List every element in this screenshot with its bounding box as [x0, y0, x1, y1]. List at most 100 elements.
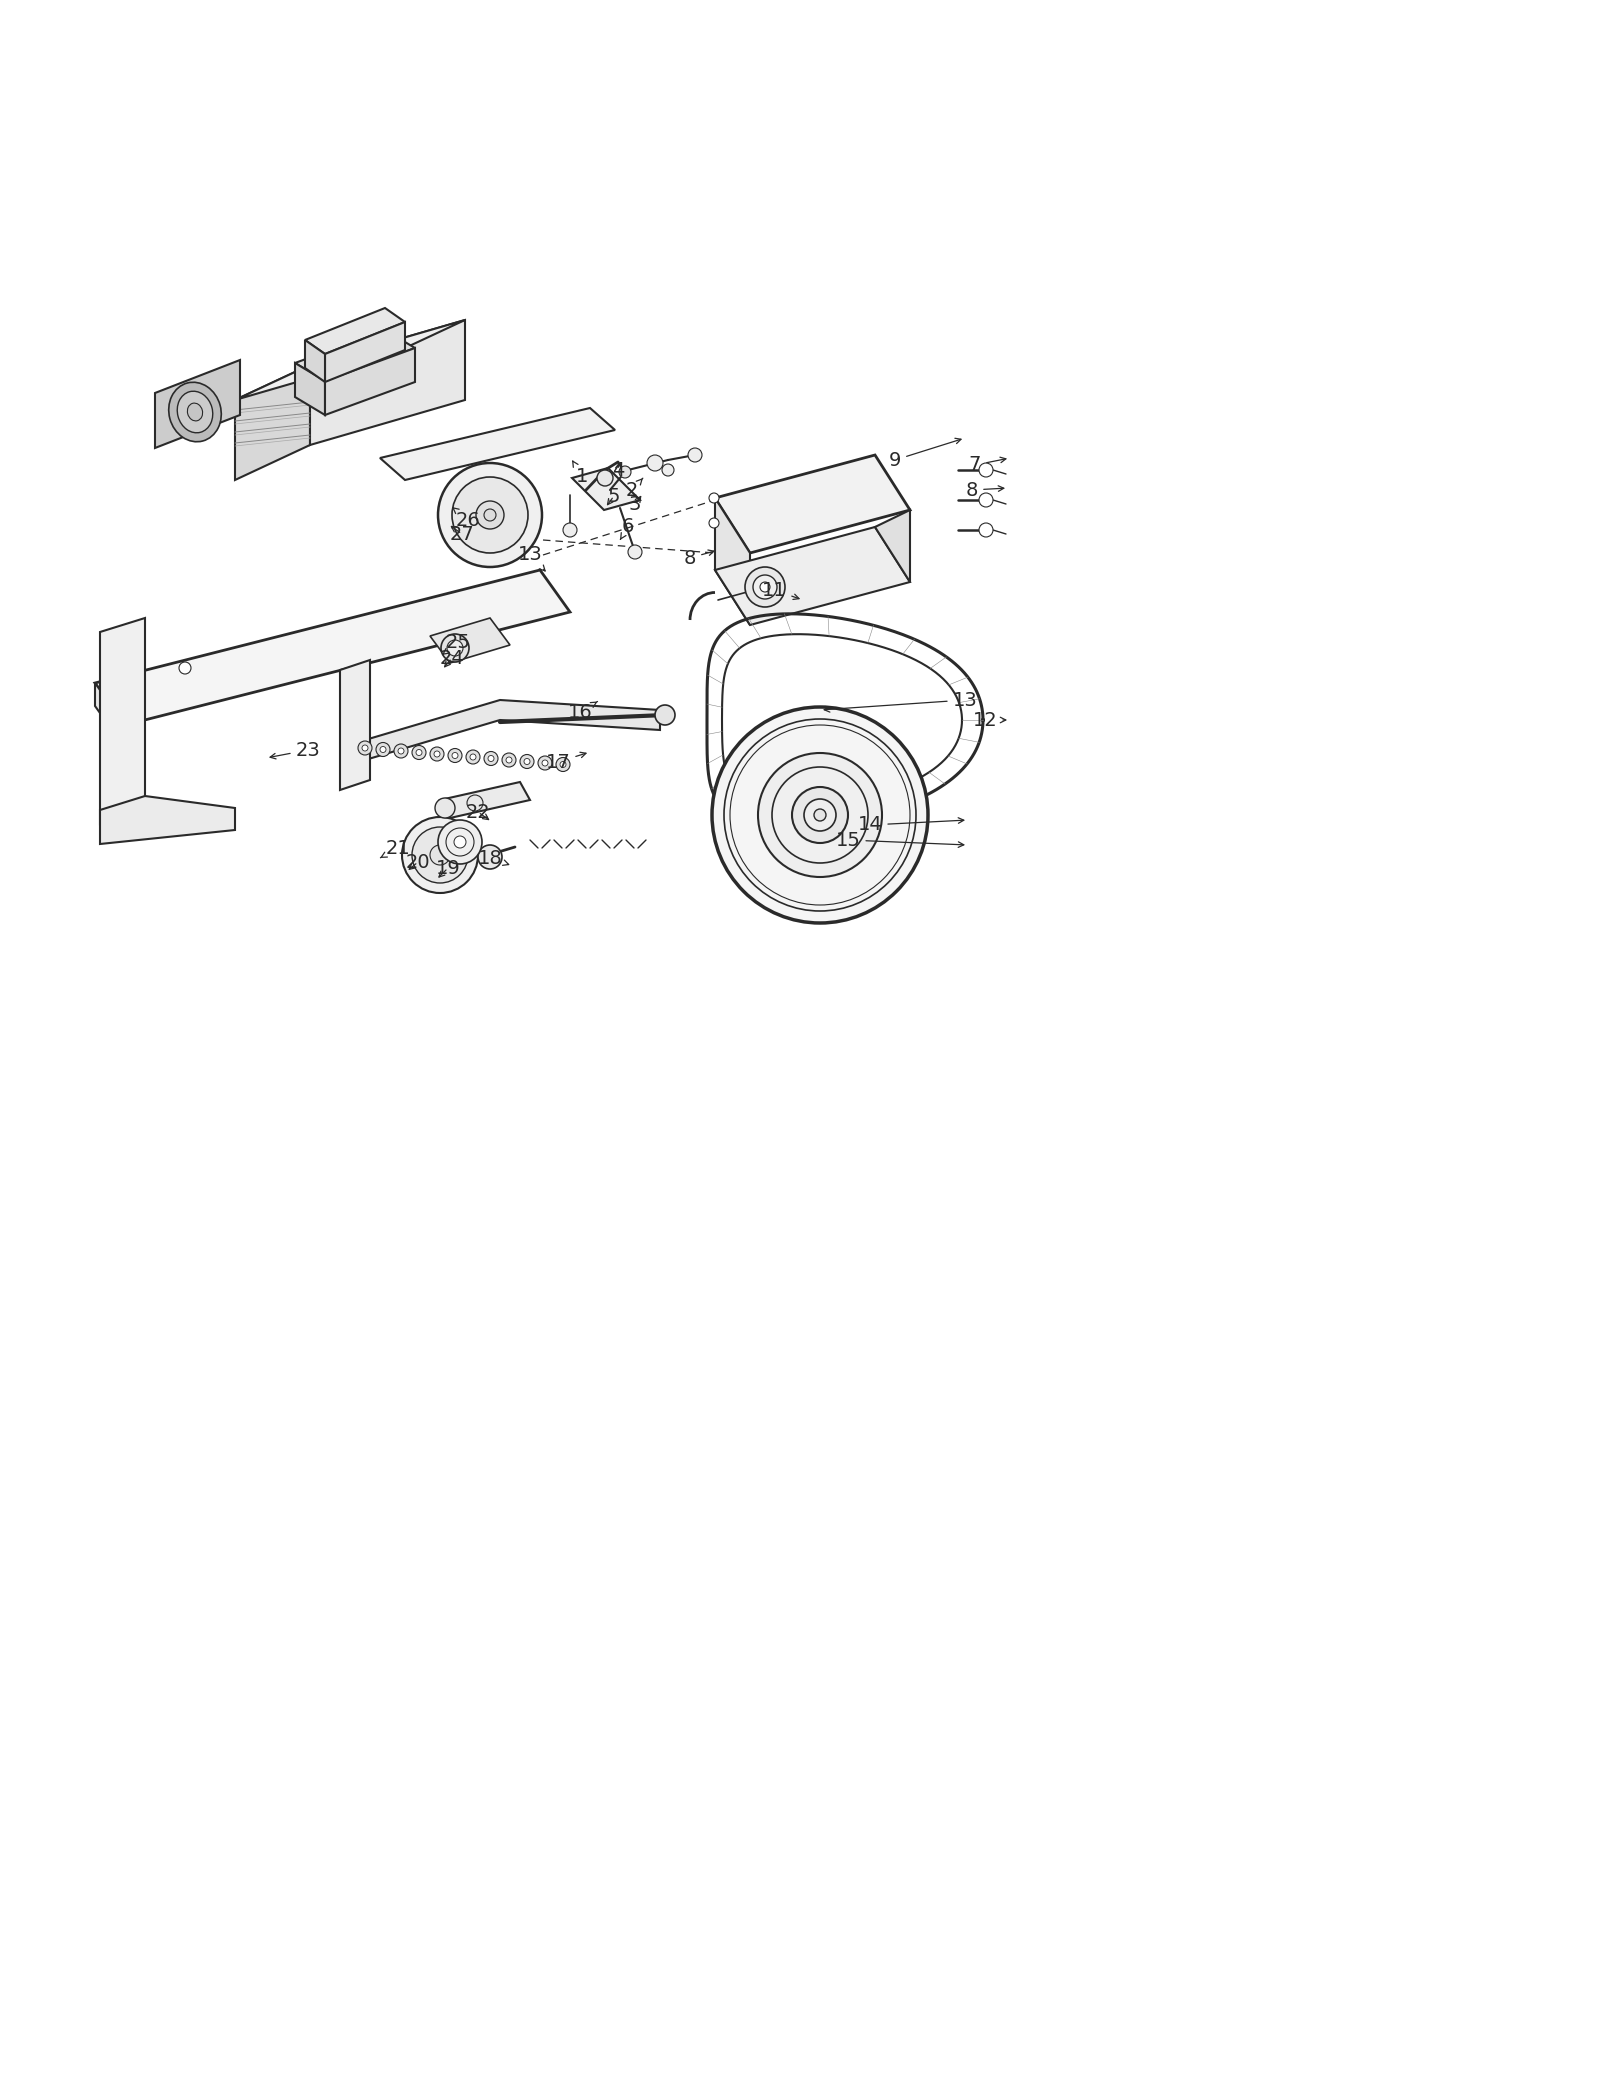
- Circle shape: [488, 755, 494, 762]
- Circle shape: [525, 759, 530, 764]
- Polygon shape: [440, 782, 530, 818]
- Circle shape: [438, 463, 542, 566]
- Circle shape: [453, 753, 458, 759]
- Circle shape: [538, 755, 552, 770]
- Text: 7: 7: [970, 456, 1006, 475]
- Circle shape: [179, 662, 190, 674]
- Text: 13: 13: [824, 691, 978, 712]
- Circle shape: [814, 809, 826, 822]
- Polygon shape: [875, 510, 910, 581]
- Circle shape: [466, 749, 480, 764]
- Text: 16: 16: [568, 701, 597, 722]
- Circle shape: [413, 745, 426, 759]
- Text: 26: 26: [453, 508, 480, 529]
- Circle shape: [560, 762, 566, 768]
- Circle shape: [662, 465, 674, 475]
- Circle shape: [654, 706, 675, 724]
- Circle shape: [771, 768, 867, 863]
- Polygon shape: [381, 409, 614, 479]
- Text: 2: 2: [626, 477, 643, 500]
- Polygon shape: [99, 618, 146, 824]
- Circle shape: [619, 467, 630, 477]
- Polygon shape: [306, 340, 325, 382]
- Text: 13: 13: [518, 546, 546, 571]
- Circle shape: [520, 755, 534, 768]
- Polygon shape: [94, 683, 125, 747]
- Circle shape: [563, 523, 578, 537]
- Text: 11: 11: [762, 581, 798, 600]
- Circle shape: [646, 454, 662, 471]
- Text: 1: 1: [573, 461, 589, 486]
- Circle shape: [438, 820, 482, 863]
- Text: 18: 18: [478, 849, 509, 867]
- Circle shape: [453, 477, 528, 554]
- Circle shape: [470, 753, 477, 759]
- Circle shape: [754, 575, 778, 600]
- Text: 24: 24: [440, 649, 464, 668]
- Circle shape: [454, 836, 466, 849]
- Circle shape: [709, 519, 718, 527]
- Circle shape: [723, 720, 915, 911]
- Polygon shape: [715, 527, 910, 625]
- Circle shape: [483, 508, 496, 521]
- Ellipse shape: [187, 403, 203, 421]
- Polygon shape: [294, 330, 414, 382]
- Polygon shape: [235, 320, 466, 400]
- Text: 25: 25: [443, 633, 470, 654]
- Text: 5: 5: [608, 486, 621, 506]
- Circle shape: [979, 494, 994, 506]
- Text: 8: 8: [966, 481, 1003, 500]
- Polygon shape: [715, 454, 910, 554]
- Polygon shape: [310, 320, 466, 444]
- Circle shape: [502, 753, 515, 768]
- Text: 14: 14: [858, 815, 963, 834]
- Text: 21: 21: [381, 838, 410, 857]
- Circle shape: [688, 448, 702, 463]
- Circle shape: [358, 741, 371, 755]
- Circle shape: [394, 745, 408, 757]
- Circle shape: [597, 471, 613, 486]
- Text: 15: 15: [835, 830, 963, 849]
- Polygon shape: [294, 363, 325, 415]
- Circle shape: [362, 745, 368, 751]
- Circle shape: [381, 747, 386, 753]
- Text: 23: 23: [270, 741, 320, 759]
- Text: 6: 6: [621, 517, 634, 540]
- Circle shape: [506, 757, 512, 764]
- Circle shape: [979, 463, 994, 477]
- Circle shape: [434, 751, 440, 757]
- Polygon shape: [99, 797, 235, 845]
- Text: 9: 9: [890, 438, 962, 469]
- Circle shape: [979, 523, 994, 537]
- Circle shape: [448, 749, 462, 762]
- Circle shape: [376, 743, 390, 757]
- Text: 3: 3: [629, 496, 642, 515]
- Circle shape: [627, 546, 642, 558]
- Polygon shape: [339, 660, 370, 791]
- Polygon shape: [235, 365, 310, 479]
- Circle shape: [805, 799, 835, 830]
- Circle shape: [446, 639, 462, 656]
- Polygon shape: [306, 307, 405, 355]
- Circle shape: [792, 786, 848, 842]
- Circle shape: [542, 759, 547, 766]
- Polygon shape: [573, 469, 640, 510]
- Polygon shape: [430, 618, 510, 664]
- Text: 19: 19: [435, 859, 461, 878]
- Circle shape: [435, 799, 454, 818]
- Polygon shape: [365, 699, 661, 759]
- Text: 4: 4: [611, 461, 624, 479]
- Polygon shape: [325, 322, 405, 382]
- Text: 22: 22: [466, 803, 490, 822]
- Polygon shape: [94, 571, 570, 724]
- Circle shape: [712, 708, 928, 923]
- Text: 17: 17: [546, 753, 586, 772]
- Text: 8: 8: [683, 548, 714, 566]
- Circle shape: [483, 751, 498, 766]
- Circle shape: [709, 494, 718, 502]
- Text: 20: 20: [406, 853, 430, 872]
- Circle shape: [557, 757, 570, 772]
- Polygon shape: [155, 359, 240, 448]
- Circle shape: [442, 635, 469, 662]
- Circle shape: [730, 724, 910, 905]
